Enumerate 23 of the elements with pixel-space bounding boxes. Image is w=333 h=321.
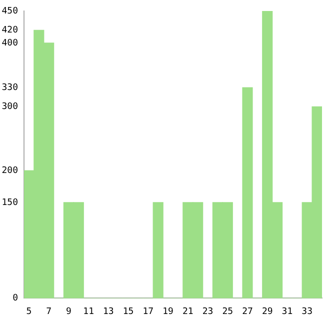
x-tick-label: 21 — [182, 306, 194, 317]
x-tick-label: 11 — [83, 306, 94, 317]
y-tick-label: 400 — [2, 38, 18, 48]
x-tick-label: 13 — [103, 306, 114, 317]
y-tick-label: 300 — [2, 102, 18, 112]
x-tick-label: 5 — [26, 306, 32, 317]
y-tick-label: 420 — [2, 25, 18, 36]
y-tick-label: 330 — [2, 82, 18, 93]
y-tick-label: 150 — [2, 198, 18, 208]
x-tick-label: 27 — [242, 306, 253, 317]
x-tick-label: 17 — [142, 306, 154, 317]
y-tick-label: 0 — [12, 294, 18, 304]
x-tick-label: 29 — [262, 306, 273, 317]
x-tick-label: 31 — [282, 306, 293, 317]
x-tick-label: 15 — [122, 306, 134, 317]
y-tick-label: 450 — [2, 6, 18, 16]
x-tick-label: 23 — [202, 306, 214, 317]
x-tick-label: 19 — [162, 306, 174, 317]
x-tick-label: 9 — [66, 306, 72, 317]
x-tick-label: 25 — [222, 306, 234, 317]
y-tick-label: 200 — [2, 166, 18, 176]
x-tick-label: 33 — [302, 306, 313, 317]
x-tick-label: 7 — [46, 306, 52, 317]
